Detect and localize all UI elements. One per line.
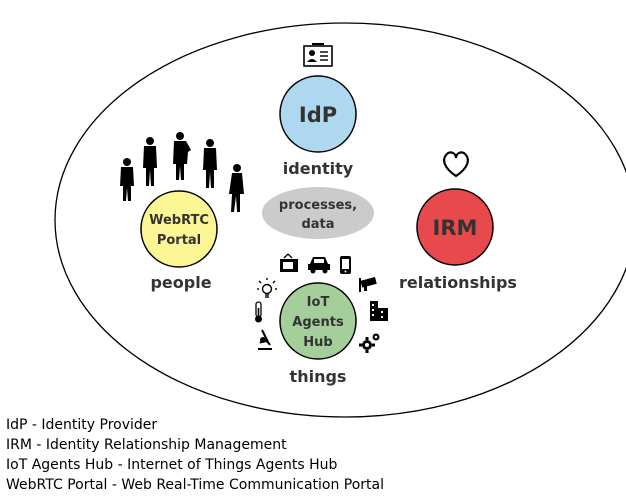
light-bulb-icon xyxy=(257,278,277,298)
microscope-icon xyxy=(258,329,272,350)
idp-caption: identity xyxy=(283,159,354,178)
id-card-icon xyxy=(303,43,333,67)
tv-icon xyxy=(280,253,298,272)
legend-item-webrtc: WebRTC Portal - Web Real-Time Communicat… xyxy=(6,477,385,493)
heart-icon xyxy=(443,151,469,178)
people-silhouettes-icon xyxy=(120,132,244,212)
irm-node xyxy=(416,188,494,266)
idp-node xyxy=(279,75,357,153)
outer-ellipse xyxy=(54,22,626,418)
webrtc-label-2: Portal xyxy=(157,233,201,248)
iot-label-2: Agents xyxy=(292,315,344,330)
legend-item-iot: IoT Agents Hub - Internet of Things Agen… xyxy=(6,457,338,473)
center-ellipse xyxy=(262,187,374,239)
legend-item-idp: IdP - Identity Provider xyxy=(6,417,158,433)
center-label-2: data xyxy=(301,217,334,232)
car-icon xyxy=(308,257,330,274)
webrtc-node xyxy=(140,190,218,268)
irm-caption: relationships xyxy=(399,273,517,292)
idp-label: IdP xyxy=(299,103,337,127)
legend-item-irm: IRM - Identity Relationship Management xyxy=(6,437,287,453)
webrtc-label-1: WebRTC xyxy=(149,213,209,228)
webrtc-caption: people xyxy=(150,273,211,292)
mobile-phone-icon xyxy=(340,256,351,274)
thermometer-icon xyxy=(255,301,262,323)
iot-label-1: IoT xyxy=(307,295,330,310)
security-camera-icon xyxy=(359,277,377,292)
building-icon xyxy=(370,301,388,321)
iot-label-3: Hub xyxy=(303,335,332,350)
gears-icon xyxy=(359,333,380,353)
irm-label: IRM xyxy=(433,216,478,240)
center-label-1: processes, xyxy=(279,198,357,213)
iot-node xyxy=(279,282,357,360)
iot-caption: things xyxy=(290,367,347,386)
